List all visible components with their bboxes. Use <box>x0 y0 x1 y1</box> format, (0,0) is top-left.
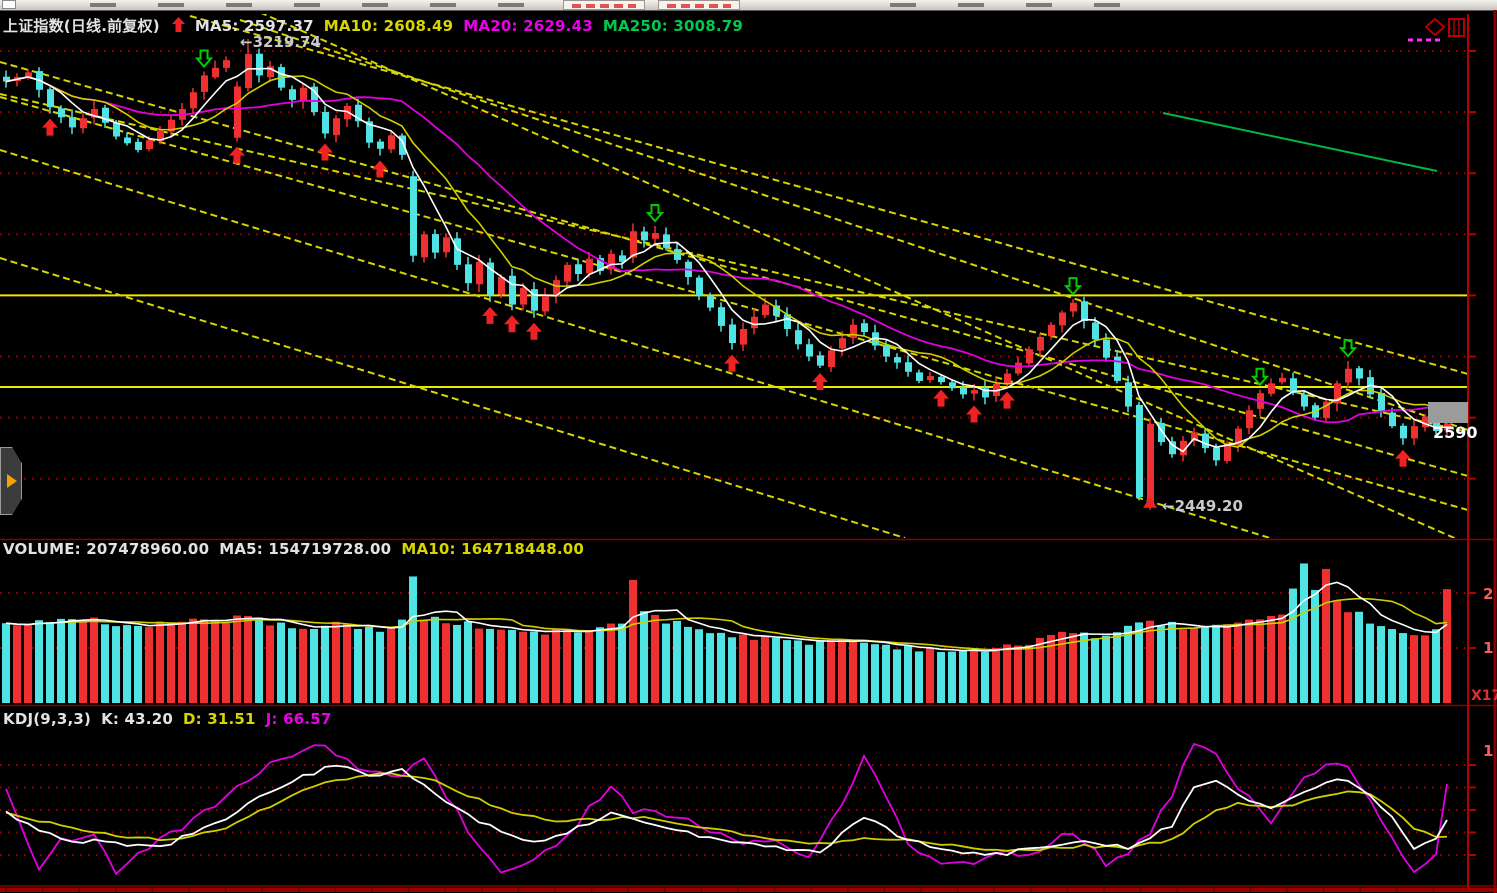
quote-text-red <box>572 4 636 8</box>
quote-button-1[interactable] <box>563 0 645 10</box>
current-price-tag-box <box>1428 402 1468 423</box>
symbol-title: 上证指数(日线.前复权) <box>3 17 160 35</box>
chart-canvas[interactable] <box>0 10 1497 893</box>
volume-value: VOLUME: 207478960.00 <box>3 540 210 558</box>
menu-items-clipped[interactable] <box>90 3 550 7</box>
volume-header: VOLUME: 207478960.00 MA5: 154719728.00 MA1… <box>3 540 594 558</box>
kdj-d-value: D: 31.51 <box>182 710 256 728</box>
volume-ma5-value: MA5: 154719728.00 <box>219 540 392 558</box>
window-icon <box>1448 18 1465 37</box>
volume-ma10-value: MA10: 164718448.00 <box>401 540 585 558</box>
low-price-label: ←2449.20 <box>1162 497 1243 515</box>
sidebar-expand-handle[interactable] <box>0 447 22 515</box>
menu-bar[interactable] <box>0 0 1497 11</box>
kdj-j-value: J: 66.57 <box>265 710 332 728</box>
high-price-label: ←3219.74 <box>240 33 321 51</box>
volume-axis-label-1: 1 <box>1483 639 1494 657</box>
volume-axis-label-2: 2 <box>1483 585 1494 603</box>
menu-items-clipped-right[interactable] <box>890 3 1130 7</box>
kdj-header: KDJ(9,3,3) K: 43.20 D: 31.51 J: 66.57 <box>3 710 342 728</box>
ma250-value: MA250: 3008.79 <box>602 17 744 35</box>
ma20-value: MA20: 2629.43 <box>463 17 593 35</box>
main-chart-header: 上证指数(日线.前复权) MA5: 2597.37 MA10: 2608.49 MA2… <box>3 15 753 37</box>
current-price-label: 2590 <box>1433 423 1478 442</box>
expand-arrow-icon <box>7 474 17 488</box>
buy-signal-icon <box>171 17 185 37</box>
menu-system-icon[interactable] <box>2 0 16 9</box>
volume-scale-label: X17 <box>1471 688 1497 704</box>
ma5-value: MA5: 2597.37 <box>194 17 314 35</box>
quote-button-2[interactable] <box>658 0 740 10</box>
kdj-axis-label: 1 <box>1483 742 1494 760</box>
ma10-value: MA10: 2608.49 <box>323 17 454 35</box>
kdj-title: KDJ(9,3,3) <box>3 710 92 728</box>
quote-text-red <box>667 4 731 8</box>
kdj-k-value: K: 43.20 <box>101 710 173 728</box>
